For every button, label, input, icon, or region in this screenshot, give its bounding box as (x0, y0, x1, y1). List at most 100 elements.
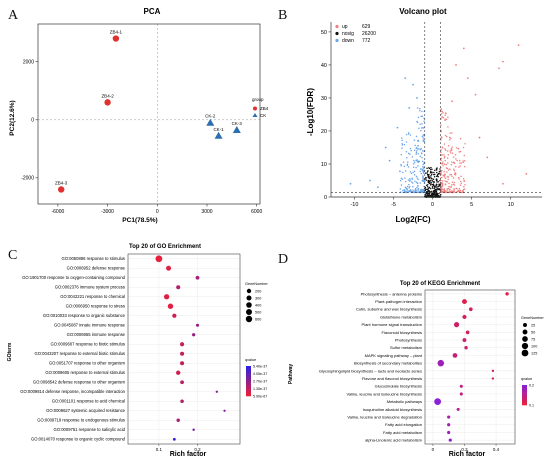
volcano-xlabel: Log2(FC) (395, 215, 430, 224)
volcano-point-down (421, 152, 423, 155)
volcano-point-up (459, 162, 461, 164)
volcano-point-up (444, 118, 446, 120)
volcano-point-down (402, 161, 405, 163)
volcano-point-up (441, 185, 444, 187)
volcano-point-up (460, 175, 462, 177)
go-category-label: GO:1901700 response to oxygen-containing… (22, 275, 126, 280)
kegg-category-label: Fatty acid elongation (385, 422, 422, 427)
volcano-point-down (422, 137, 425, 139)
go-category-label: GO:0001101 response to acid chemical (52, 399, 125, 404)
kegg-size-legend-dot (522, 336, 528, 342)
volcano-point-down (414, 188, 417, 190)
volcano-point-nosig (428, 167, 431, 170)
kegg-category-label: Cutin, suberine and wax biosynthesis (356, 307, 422, 312)
volcano-point-down (413, 149, 416, 152)
pca-legend-label: CK (260, 113, 266, 118)
volcano-point-up (445, 190, 447, 192)
panel-label-b: B (278, 8, 288, 23)
go-color-legend-segment (246, 368, 251, 371)
volcano-point-down (416, 150, 418, 152)
volcano-point-up (463, 188, 466, 190)
volcano-point-nosig (427, 189, 429, 191)
volcano-point-up (451, 152, 454, 155)
kegg-category-label: MAPK signaling pathway – plant (365, 353, 423, 358)
volcano-point-down (407, 190, 410, 192)
go-category-label: GO:0009814 defense response, incompatibl… (20, 389, 125, 394)
volcano-point-up (459, 159, 461, 162)
volcano-legend-label: up (342, 24, 348, 30)
volcano-point-up (474, 93, 477, 96)
volcano-point-down (411, 178, 414, 180)
volcano-point-up (444, 112, 447, 114)
volcano-point-nosig (428, 173, 430, 176)
volcano-point-up (442, 147, 444, 149)
volcano-point-up (456, 187, 458, 190)
volcano-point-up (450, 186, 453, 188)
volcano-point-nosig (429, 171, 432, 173)
volcano-point-down (417, 116, 420, 119)
pca-y-tick-label: 0 (31, 118, 34, 124)
volcano-point-nosig (435, 167, 438, 170)
kegg-category-label: Glycosphingolipid biosynthesis – lacto a… (319, 368, 422, 373)
volcano-point-up (443, 154, 445, 156)
volcano-point-down (402, 171, 404, 174)
volcano-point-down (413, 170, 416, 172)
volcano-point-nosig (436, 179, 438, 181)
go-dot (172, 437, 176, 441)
kegg-dot (491, 369, 495, 373)
go-dot (180, 361, 185, 366)
volcano-point-up (456, 147, 458, 149)
volcano-point-down (419, 170, 422, 173)
volcano-point-up (453, 173, 456, 176)
kegg-dot (447, 423, 451, 427)
volcano-point-up (447, 189, 449, 191)
kegg-color-legend-segment (522, 392, 527, 394)
volcano-point-down (401, 142, 403, 145)
kegg-color-legend-segment (522, 385, 527, 387)
volcano-point-nosig (426, 167, 428, 170)
go-category-label: GO:0043207 response to external biotic s… (34, 351, 125, 356)
volcano-point-down (417, 184, 419, 187)
pca-plot-frame (37, 23, 261, 205)
volcano-title: Volcano plot (399, 7, 447, 16)
volcano-point-down (408, 132, 410, 134)
go-dot (176, 418, 180, 422)
volcano-point-up (447, 176, 450, 178)
volcano-point-down (416, 107, 419, 109)
volcano-point-up (463, 154, 466, 157)
volcano-point-nosig (435, 175, 438, 177)
volcano-point-down (399, 179, 402, 182)
volcano-legend-swatch (335, 38, 339, 43)
volcano-y-tick-label: 30 (321, 96, 327, 102)
volcano-point-down (407, 133, 410, 135)
volcano-point-nosig (425, 179, 428, 181)
volcano-point-down (405, 157, 408, 159)
volcano-point-up (442, 112, 444, 114)
kegg-dot (447, 430, 451, 435)
kegg-dot (456, 407, 460, 411)
volcano-point-up (450, 163, 453, 166)
volcano-point-up (517, 44, 520, 47)
go-dot (172, 313, 177, 318)
go-size-legend-dot (246, 295, 252, 301)
volcano-point-up (444, 134, 447, 137)
volcano-point-up (444, 114, 446, 116)
pca-legend-label: ZB4 (260, 106, 269, 111)
volcano-point-down (384, 146, 387, 149)
volcano-point-up (449, 188, 451, 190)
kegg-title: Top 20 of KEGG Enrichment (400, 281, 480, 287)
volcano-legend-swatch (335, 31, 339, 36)
volcano-point-up (455, 158, 457, 160)
volcano-point-down (417, 189, 420, 191)
volcano-x-tick-label: 0 (431, 202, 434, 208)
volcano-point-up (441, 116, 443, 118)
volcano-point-nosig (428, 190, 430, 193)
go-dot (163, 294, 170, 300)
volcano-legend-swatch (335, 24, 339, 29)
volcano-point-nosig (432, 178, 435, 181)
volcano-point-up (447, 162, 449, 164)
kegg-category-label: Fatty acid metabolism (383, 430, 423, 435)
volcano-point-down (412, 186, 414, 188)
volcano-y-tick-label: 10 (321, 162, 327, 168)
volcano-point-up (440, 173, 442, 176)
